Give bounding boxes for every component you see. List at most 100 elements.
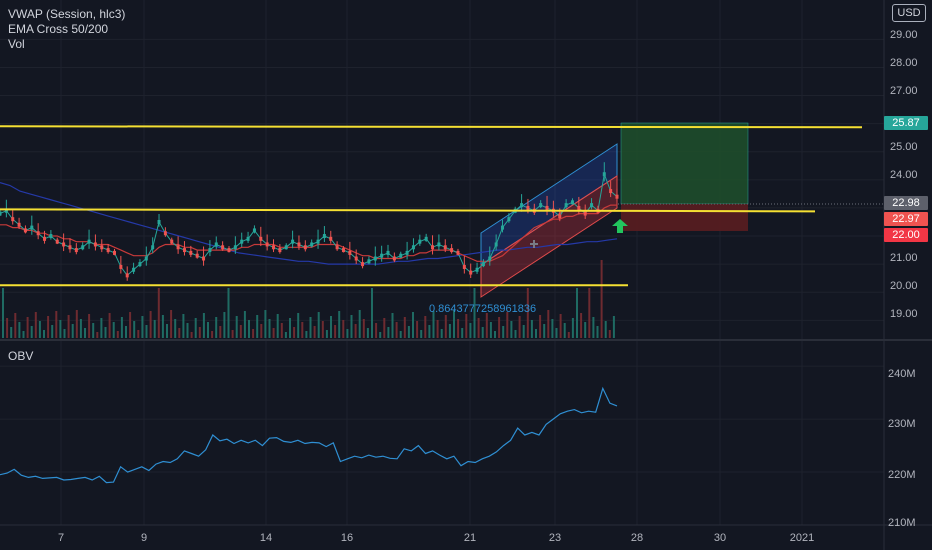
obv-tick: 220M bbox=[888, 469, 916, 481]
candle-body bbox=[526, 205, 530, 210]
candle-body bbox=[418, 239, 422, 244]
volume-bar bbox=[108, 313, 111, 338]
candle-body bbox=[272, 245, 276, 250]
date-label: 16 bbox=[340, 532, 354, 544]
date-label: 21 bbox=[463, 532, 477, 544]
candle-body bbox=[30, 225, 34, 230]
candle-body bbox=[386, 250, 390, 255]
volume-bar bbox=[55, 311, 58, 338]
indicator-ema-cross[interactable]: EMA Cross 50/200 bbox=[8, 22, 109, 36]
volume-bar bbox=[34, 312, 37, 338]
candle-body bbox=[163, 231, 167, 236]
volume-bar bbox=[567, 332, 570, 338]
candle-body bbox=[303, 245, 307, 250]
ema-200-line bbox=[0, 182, 618, 265]
volume-bar bbox=[510, 321, 513, 338]
candle-body bbox=[475, 267, 479, 272]
volume-bar bbox=[256, 315, 259, 338]
candle-body bbox=[558, 214, 562, 219]
price-tick: 28.00 bbox=[890, 57, 918, 69]
volume-bar bbox=[26, 317, 29, 338]
volume-bar bbox=[489, 322, 492, 338]
indicator-vwap[interactable]: VWAP (Session, hlc3) bbox=[8, 7, 126, 21]
volume-bar bbox=[280, 323, 283, 338]
candle-body bbox=[144, 256, 148, 261]
volume-bar bbox=[473, 288, 476, 338]
candle-body bbox=[437, 242, 441, 247]
volume-bar bbox=[481, 327, 484, 338]
target-price-tag: 25.87 bbox=[884, 116, 928, 130]
candle-body bbox=[43, 236, 47, 241]
candle-body bbox=[341, 248, 345, 253]
volume-bar bbox=[592, 317, 595, 338]
price-tick: 29.00 bbox=[890, 29, 918, 41]
volume-bar bbox=[104, 327, 107, 338]
indicator-vol[interactable]: Vol bbox=[8, 37, 25, 51]
volume-bar bbox=[47, 316, 50, 338]
candle-body bbox=[106, 248, 110, 253]
volume-bar bbox=[576, 288, 578, 338]
volume-bar bbox=[309, 317, 312, 338]
volume-bar bbox=[539, 315, 542, 338]
volume-bar bbox=[174, 319, 177, 338]
volume-bar bbox=[88, 314, 91, 338]
candle-body bbox=[443, 245, 447, 250]
volume-bar bbox=[252, 329, 255, 338]
volume-bar bbox=[10, 327, 13, 338]
volume-bar bbox=[190, 332, 193, 338]
volume-bar bbox=[272, 328, 275, 338]
date-label: 9 bbox=[140, 532, 148, 544]
candle-body bbox=[132, 267, 136, 272]
candle-body bbox=[399, 253, 403, 258]
volume-bar bbox=[346, 329, 349, 338]
stop-price-tag: 22.00 bbox=[884, 228, 928, 242]
volume-bar bbox=[403, 317, 406, 338]
volume-bar bbox=[30, 326, 33, 338]
price-tick: 24.00 bbox=[890, 169, 918, 181]
date-label: 30 bbox=[713, 532, 727, 544]
volume-bar bbox=[149, 311, 152, 338]
candle-body bbox=[17, 222, 21, 227]
volume-bar bbox=[71, 324, 74, 338]
candle-body bbox=[227, 248, 231, 253]
volume-bar bbox=[84, 328, 86, 338]
currency-button[interactable]: USD bbox=[892, 4, 926, 22]
volume-bar bbox=[276, 314, 279, 338]
volume-bar bbox=[375, 323, 378, 338]
volume-bar bbox=[522, 325, 525, 338]
volume-bar bbox=[289, 318, 291, 338]
volume-bar bbox=[354, 324, 357, 338]
candle-body bbox=[501, 225, 505, 230]
candle-body bbox=[265, 242, 269, 247]
volume-bar bbox=[235, 316, 238, 338]
volume-bar bbox=[79, 319, 82, 338]
candle-body bbox=[74, 248, 78, 253]
stop-loss-zone bbox=[621, 204, 748, 231]
candle-body bbox=[259, 236, 263, 241]
volume-bar bbox=[198, 327, 201, 338]
volume-bar bbox=[469, 323, 472, 338]
candle-body bbox=[87, 239, 91, 244]
volume-bar bbox=[129, 312, 132, 338]
indicator-obv[interactable]: OBV bbox=[8, 349, 34, 363]
volume-bar bbox=[96, 332, 99, 338]
volume-bar bbox=[436, 320, 439, 338]
date-label: 28 bbox=[630, 532, 644, 544]
candle-body bbox=[570, 200, 574, 205]
volume-bar bbox=[551, 319, 554, 338]
volume-bar bbox=[334, 325, 337, 338]
volume-bar bbox=[116, 331, 119, 338]
candle-body bbox=[354, 256, 358, 261]
candle-body bbox=[68, 245, 72, 250]
candle-body bbox=[405, 250, 409, 255]
volume-bar bbox=[440, 329, 443, 338]
volume-bar bbox=[526, 288, 529, 338]
obv-line bbox=[0, 386, 618, 484]
volume-bar bbox=[293, 327, 296, 338]
volume-bar bbox=[2, 288, 4, 338]
volume-bar bbox=[448, 324, 451, 338]
candle-body bbox=[240, 239, 244, 244]
candle-body bbox=[157, 219, 161, 224]
candle-body bbox=[138, 262, 142, 267]
